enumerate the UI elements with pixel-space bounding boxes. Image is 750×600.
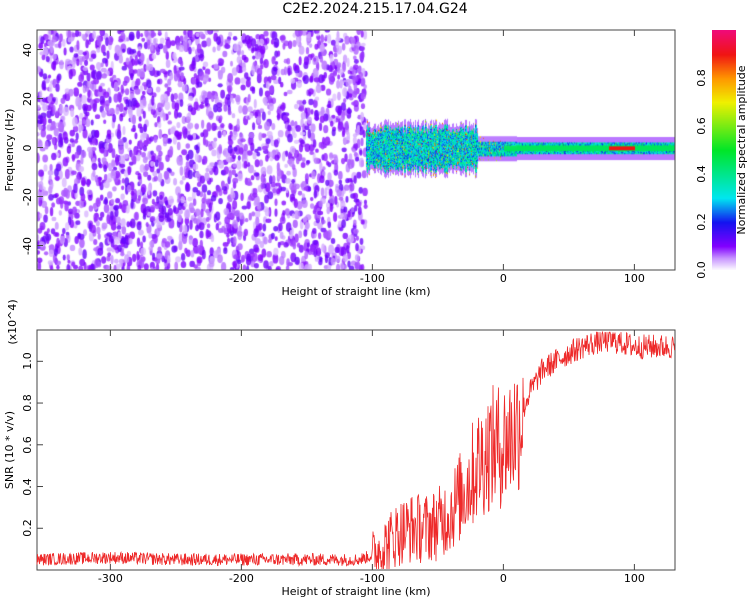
top-y-tick-label: 20 [21,91,34,106]
chart-title: C2E2.2024.215.17.04.G24 [282,1,468,17]
bottom-x-tick-label: -200 [228,572,254,585]
bottom-y-tick-label: 1.0 [21,352,34,371]
colorbar [712,30,736,270]
bottom-y-tick-label: 0.4 [21,477,34,496]
colorbar-tick-label: 0.6 [695,117,708,135]
top-y-tick-label: -20 [21,187,34,206]
bottom-y-tick-label: 0.2 [21,519,34,538]
top-y-tick-label: 0 [21,144,34,152]
top-x-tick-label: 100 [623,272,645,285]
bottom-x-axis-label: Height of straight line (km) [281,585,431,598]
top-y-axis-label: Frequency (Hz) [3,108,16,192]
snr-line [36,330,675,570]
bottom-y-tick-label: 0.6 [21,436,34,454]
top-x-axis-label: Height of straight line (km) [281,285,431,298]
colorbar-tick-label: 0.4 [695,165,708,183]
spectrogram-heatmap [37,30,675,270]
colorbar-tick-label: 0.0 [695,261,708,279]
top-x-tick-label: 0 [499,272,507,285]
bottom-y-tick-label: 0.8 [21,394,34,412]
bottom-y-axis-label: SNR (10 * v/v) [3,410,16,490]
bottom-x-tick-label: 100 [623,572,645,585]
top-x-tick-label: -100 [359,272,385,285]
y-multiplier-label: (x10^4) [6,299,19,345]
top-x-tick-label: -300 [97,272,123,285]
bottom-x-tick-label: -300 [97,572,123,585]
bottom-x-tick-label: -100 [359,572,385,585]
top-x-tick-label: -200 [228,272,254,285]
colorbar-tick-label: 0.8 [695,69,708,87]
top-y-tick-label: 40 [21,42,34,57]
bottom-x-tick-label: 0 [499,572,507,585]
bottom-plot-frame [36,329,676,571]
top-y-tick-label: -40 [21,236,34,255]
colorbar-label: Normalized spectral amplitude [735,65,748,235]
colorbar-tick-label: 0.2 [695,213,708,231]
top-plot-frame [36,29,676,271]
